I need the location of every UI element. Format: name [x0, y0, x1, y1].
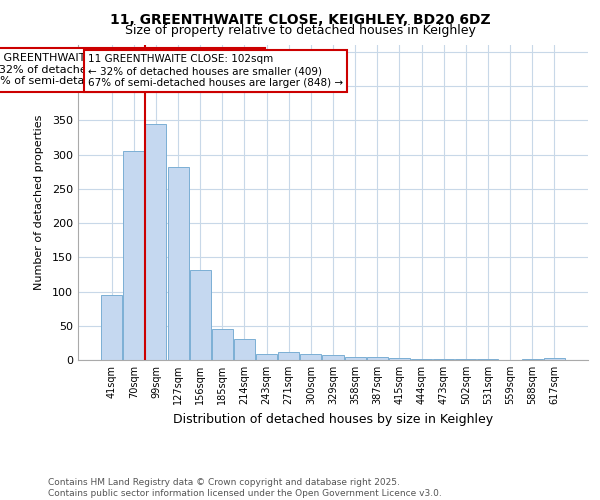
Bar	[455, 358, 476, 360]
Y-axis label: Number of detached properties: Number of detached properties	[34, 115, 44, 290]
Text: Contains HM Land Registry data © Crown copyright and database right 2025.
Contai: Contains HM Land Registry data © Crown c…	[48, 478, 442, 498]
Bar	[234, 340, 255, 360]
X-axis label: Distribution of detached houses by size in Keighley: Distribution of detached houses by size …	[173, 412, 493, 426]
Text: 11 GREENTHWAITE CLOSE: 102sqm
← 32% of detached houses are smaller (409)
67% of : 11 GREENTHWAITE CLOSE: 102sqm ← 32% of d…	[88, 54, 343, 88]
Bar	[411, 358, 432, 360]
Bar	[145, 124, 166, 360]
Bar	[256, 354, 277, 360]
Bar	[433, 358, 454, 360]
Text: 11, GREENTHWAITE CLOSE, KEIGHLEY, BD20 6DZ: 11, GREENTHWAITE CLOSE, KEIGHLEY, BD20 6…	[110, 12, 490, 26]
Bar	[278, 352, 299, 360]
Bar	[344, 356, 365, 360]
Bar	[544, 358, 565, 360]
Bar	[167, 167, 188, 360]
Text: 11 GREENTHWAITE CLOSE: 102sqm
← 32% of detached houses are smaller (409)
67% of : 11 GREENTHWAITE CLOSE: 102sqm ← 32% of d…	[0, 53, 259, 86]
Bar	[212, 328, 233, 360]
Bar	[367, 358, 388, 360]
Bar	[389, 358, 410, 360]
Bar	[101, 295, 122, 360]
Bar	[301, 354, 322, 360]
Text: Size of property relative to detached houses in Keighley: Size of property relative to detached ho…	[125, 24, 475, 37]
Bar	[124, 151, 145, 360]
Bar	[322, 355, 344, 360]
Bar	[190, 270, 211, 360]
